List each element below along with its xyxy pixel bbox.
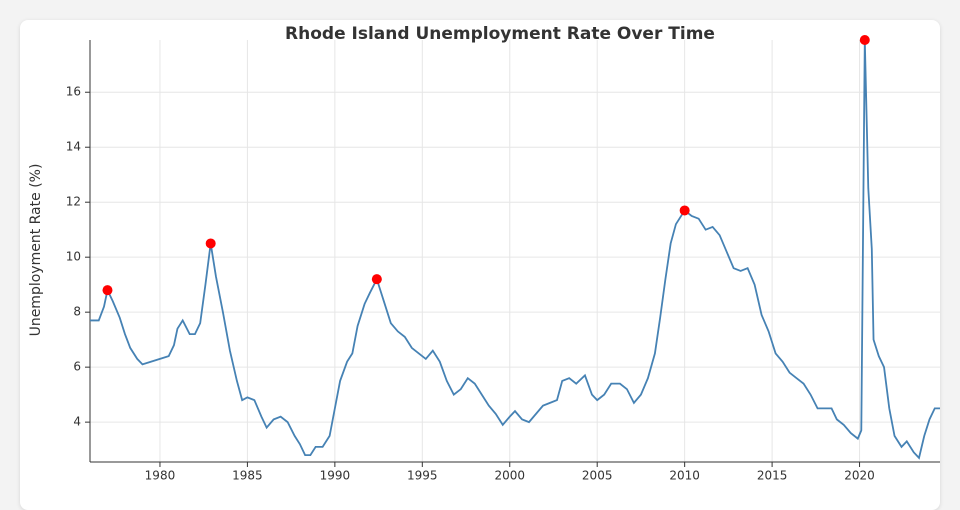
x-tick-label: 2000: [494, 469, 525, 483]
x-tick-label: 2010: [669, 469, 700, 483]
data-line: [90, 39, 940, 460]
y-tick-label: 12: [66, 195, 81, 209]
peak-marker: [679, 205, 690, 216]
x-tick-label: 1985: [232, 469, 263, 483]
y-tick-label: 16: [66, 85, 81, 99]
peak-marker: [102, 285, 113, 296]
y-tick-label: 8: [73, 305, 81, 319]
peak-marker: [859, 35, 870, 45]
x-tick-label: 1995: [407, 469, 438, 483]
plot-area: [90, 39, 940, 460]
peak-marker: [205, 238, 216, 249]
x-tick-label: 2005: [582, 469, 613, 483]
y-tick-label: 14: [66, 140, 81, 154]
peak-marker: [371, 274, 382, 285]
chart-card: [20, 20, 940, 510]
y-axis-label: Unemployment Rate (%): [28, 164, 44, 337]
y-tick-label: 6: [73, 360, 81, 374]
y-tick-label: 10: [66, 250, 81, 264]
y-tick-label: 4: [73, 415, 81, 429]
x-tick-label: 1990: [320, 469, 351, 483]
grid: 4 6 8 10 12 14 16 1980 1985 1990 1995 2000 2005 2010 2…: [66, 40, 940, 483]
x-tick-label: 2020: [844, 469, 875, 483]
x-tick-label: 1980: [145, 469, 176, 483]
chart-title: Rhode Island Unemployment Rate Over Time: [285, 24, 715, 44]
x-tick-label: 2015: [757, 469, 788, 483]
